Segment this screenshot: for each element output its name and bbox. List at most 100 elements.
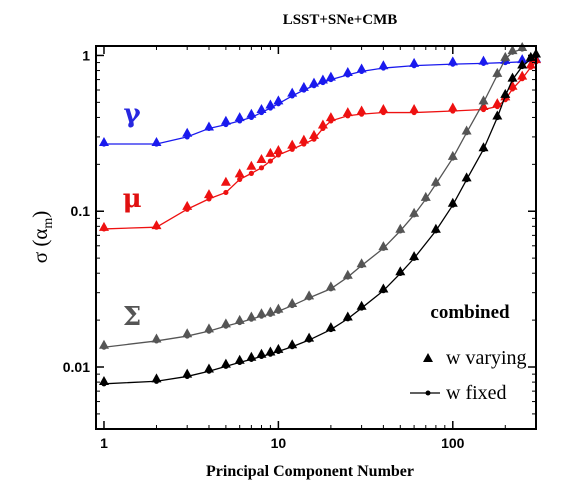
series-3-varying-point (220, 358, 231, 368)
y-tick-label: 1 (82, 47, 90, 63)
series-2-varying-point (98, 339, 109, 349)
series-3-varying-point (325, 322, 336, 332)
series-3-varying-point (287, 339, 298, 349)
series-1-varying-point (492, 98, 503, 108)
series-0-varying-point (246, 108, 257, 118)
series-1-varying-point (342, 107, 353, 117)
series-0-varying-point (409, 57, 420, 67)
series-2-varying-point (234, 314, 245, 324)
series-0-varying-point (342, 67, 353, 77)
y-tick-label: 0.01 (63, 359, 90, 375)
series-3-varying-point (246, 351, 257, 361)
y-axis-label: σ (αm) (28, 211, 56, 263)
series-2-varying-point (420, 191, 431, 201)
series-1-fixed-point (237, 176, 243, 183)
series-2-varying-point (507, 45, 518, 55)
series-2-varying-point (265, 306, 276, 316)
series-2-varying-point (492, 67, 503, 77)
series-0-varying-point (256, 103, 267, 113)
series-2-varying-point (342, 269, 353, 279)
series-3-varying-point (507, 72, 518, 82)
series-0-varying-point (265, 99, 276, 109)
series-1-varying-point (325, 112, 336, 122)
series-3-varying-point (409, 251, 420, 261)
series-0-label: γ (124, 99, 142, 129)
series-2-varying-point (220, 318, 231, 328)
series-1-varying-point (378, 103, 389, 113)
series-0-varying-point (182, 127, 193, 137)
series-0-varying-point (98, 137, 109, 147)
series-0-varying-point (273, 95, 284, 105)
series-1-varying-point (517, 70, 528, 80)
series-2-varying-point (478, 95, 489, 105)
series-3-varying-point (517, 59, 528, 69)
legend-varying-label: w varying (446, 347, 527, 369)
series-3-varying-point (234, 354, 245, 364)
series-3-varying-point (256, 348, 267, 358)
x-tick-label: 1 (100, 435, 108, 451)
series-2-varying-point (151, 333, 162, 343)
series-3-varying-point (356, 300, 367, 310)
series-1-varying-point (203, 189, 214, 199)
series-2-varying-point (395, 223, 406, 233)
series-0-varying-point (517, 54, 528, 64)
legend: combined w varying w fixed (410, 302, 527, 404)
x-tick-label: 100 (441, 435, 465, 451)
series-1-varying-point (265, 147, 276, 157)
series-3-varying-point (461, 172, 472, 182)
series-2-varying-point (203, 323, 214, 333)
plot-area (98, 42, 541, 387)
series-1-varying-point (298, 134, 309, 144)
axis-ticks: 1 10 100 0.01 0.1 1 (63, 46, 537, 451)
x-tick-label: 10 (271, 435, 287, 451)
series-3-fixed-line (103, 55, 537, 385)
series-0-varying-point (317, 74, 328, 84)
chart-title: LSST+SNe+CMB (283, 12, 398, 28)
series-3-varying-point (182, 368, 193, 378)
series-1-varying-point (273, 145, 284, 155)
series-0-varying-point (220, 115, 231, 125)
series-1-varying-point (234, 168, 245, 178)
series-2-varying-point (447, 150, 458, 160)
series-1-varying-point (220, 176, 231, 186)
series-0-varying-point (378, 60, 389, 70)
series-3-varying-point (525, 51, 536, 61)
series-3-varying-point (342, 311, 353, 321)
series-3-varying-point (492, 110, 503, 120)
series-3-varying-point (378, 283, 389, 293)
series-0-varying-point (447, 56, 458, 66)
y-axis-label-close: ) (28, 211, 52, 218)
series-0-varying-point (478, 55, 489, 65)
series-1-varying-point (287, 139, 298, 149)
series-1-varying-point (447, 102, 458, 112)
legend-triangle-marker (423, 353, 433, 362)
series-1-varying-point (308, 129, 319, 139)
series-3-varying-point (500, 88, 511, 98)
series-1-varying-point (409, 103, 420, 113)
series-3-varying-point (395, 266, 406, 276)
series-3-varying-point (265, 346, 276, 356)
series-labels: γ μ Σ (123, 99, 142, 332)
series-2-varying-point (430, 176, 441, 186)
series-3-varying-point (203, 363, 214, 373)
series-1-varying-point (525, 59, 536, 69)
legend-dot-marker (425, 390, 431, 396)
series-2-varying-point (378, 241, 389, 251)
series-0-varying-point (325, 71, 336, 81)
series-3-varying-point (273, 343, 284, 353)
series-1-fixed-point (258, 165, 265, 171)
series-1-varying-point (182, 200, 193, 210)
legend-fixed-label: w fixed (446, 382, 507, 404)
plot-frame (95, 45, 537, 430)
series-2-varying-point (256, 308, 267, 318)
series-0-varying-point (356, 63, 367, 73)
series-1-varying-point (151, 220, 162, 230)
x-axis-label: Principal Component Number (206, 463, 414, 480)
series-1-fixed-point (248, 170, 254, 176)
series-3-varying-point (304, 332, 315, 342)
series-1-fixed-line (103, 61, 537, 230)
legend-header: combined (430, 302, 510, 323)
series-2-varying-point (287, 298, 298, 308)
series-0-varying-point (151, 137, 162, 147)
